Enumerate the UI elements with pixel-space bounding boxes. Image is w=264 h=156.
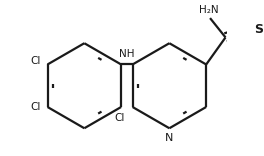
Text: Cl: Cl (114, 113, 124, 123)
Text: H₂N: H₂N (199, 5, 219, 15)
Text: S: S (254, 23, 263, 36)
Text: N: N (165, 133, 173, 143)
Text: Cl: Cl (30, 56, 41, 66)
Text: Cl: Cl (30, 102, 41, 112)
Text: NH: NH (119, 49, 135, 59)
